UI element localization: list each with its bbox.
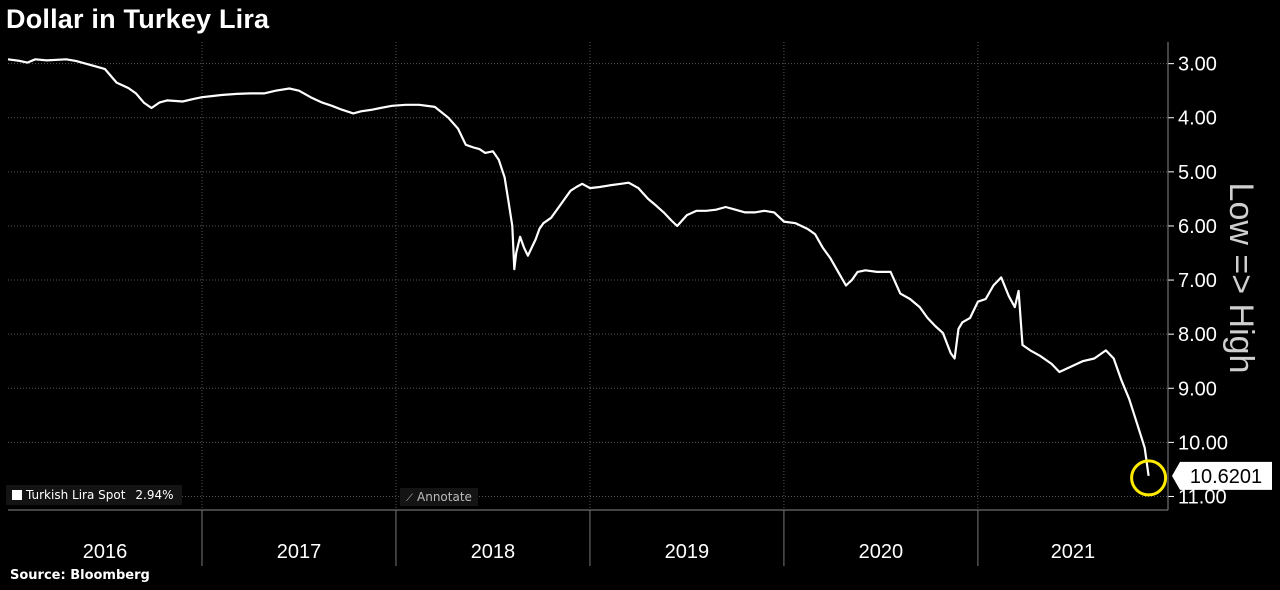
legend-series-label: Turkish Lira Spot xyxy=(26,488,126,502)
annotate-label: Annotate xyxy=(417,490,472,504)
pencil-icon: ⟋ xyxy=(406,493,413,504)
y-tick-label: 4.00 xyxy=(1178,108,1217,130)
last-value-box xyxy=(1172,461,1272,490)
y-tick-label: 3.00 xyxy=(1178,54,1217,76)
y-tick-label: 11.00 xyxy=(1178,486,1227,508)
source-note: Source: Bloomberg xyxy=(10,568,150,583)
chart-title: Dollar in Turkey Lira xyxy=(6,4,270,34)
legend-swatch xyxy=(12,490,22,500)
x-tick-label: 2021 xyxy=(1051,541,1096,563)
x-tick-label: 2017 xyxy=(277,541,322,563)
y-tick-label: 6.00 xyxy=(1178,216,1217,238)
last-value-label: 10.6201 xyxy=(1190,466,1262,488)
x-tick-label: 2018 xyxy=(471,541,516,563)
x-axis-labels: 2016 2017 2018 2019 2020 2021 xyxy=(83,541,1095,563)
y-tick-label: 7.00 xyxy=(1178,270,1217,292)
y-tick-label: 5.00 xyxy=(1178,162,1217,184)
y-tick-label: 8.00 xyxy=(1178,324,1217,346)
series-layer xyxy=(7,58,1150,477)
legend-change: 2.94% xyxy=(135,488,174,502)
axis-side-label-group: Low => High xyxy=(1222,183,1260,374)
x-axis-separators xyxy=(8,509,1168,566)
last-value-highlight: 10.6201 xyxy=(1130,459,1272,497)
x-tick-label: 2020 xyxy=(859,541,904,563)
last-value-circle xyxy=(1130,459,1168,497)
y-tick-label: 10.00 xyxy=(1178,432,1228,454)
grid-lines xyxy=(8,42,1168,510)
series-line xyxy=(7,58,1150,477)
axis-side-label: Low => High xyxy=(1222,183,1260,374)
annotate-button[interactable]: ⟋ Annotate xyxy=(400,488,478,506)
x-tick-label: 2016 xyxy=(83,541,128,563)
y-axis-ticks: 3.00 4.00 5.00 6.00 7.00 8.00 9.00 10.00 11.00 xyxy=(1167,42,1228,510)
legend[interactable]: Turkish Lira Spot 2.94% xyxy=(6,485,182,505)
y-tick-label: 9.00 xyxy=(1178,378,1217,400)
x-tick-label: 2019 xyxy=(665,541,710,563)
